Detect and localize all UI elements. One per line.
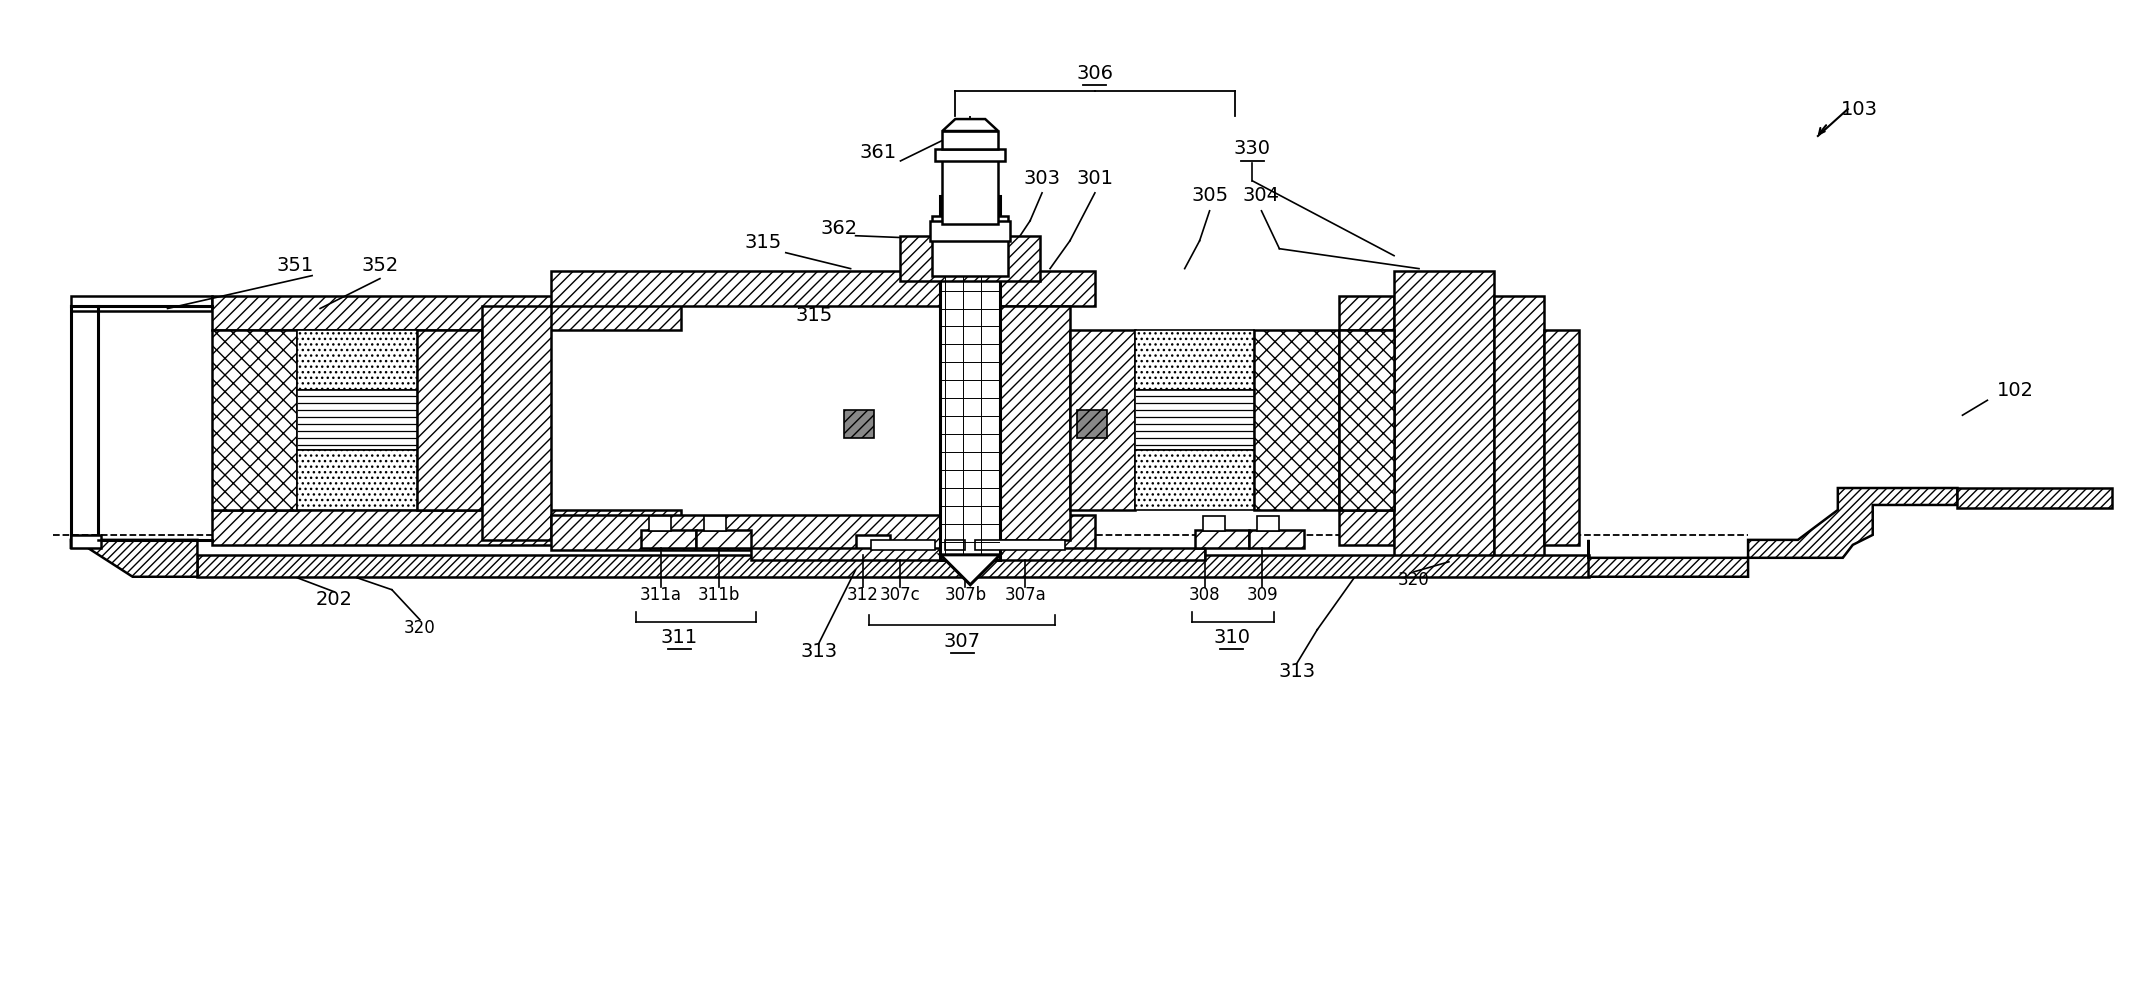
Bar — [642, 530, 695, 548]
Text: 305: 305 — [1192, 187, 1228, 206]
Bar — [1394, 271, 1495, 575]
Bar — [213, 510, 680, 544]
Text: 361: 361 — [859, 143, 898, 162]
Bar — [1254, 330, 1339, 510]
Text: 307b: 307b — [944, 586, 987, 604]
Text: 307c: 307c — [881, 586, 921, 604]
Polygon shape — [70, 539, 198, 577]
Text: 320: 320 — [1399, 571, 1431, 589]
Bar — [855, 535, 891, 555]
Bar — [1077, 410, 1107, 438]
Bar — [695, 530, 750, 548]
Text: 202: 202 — [316, 590, 352, 610]
Bar — [944, 539, 966, 550]
Bar — [750, 548, 1205, 560]
Bar — [213, 295, 680, 330]
Bar — [1070, 330, 1134, 510]
Bar — [1134, 451, 1254, 510]
Text: 303: 303 — [1023, 169, 1060, 189]
Bar — [844, 410, 874, 438]
Bar — [1957, 488, 2113, 508]
Bar — [296, 451, 418, 510]
Bar — [1249, 530, 1305, 548]
Bar — [1258, 516, 1279, 531]
Text: 315: 315 — [795, 306, 831, 325]
Text: 313: 313 — [800, 642, 838, 661]
Text: 315: 315 — [744, 233, 782, 252]
Bar — [940, 196, 1000, 560]
Bar — [1339, 295, 1394, 330]
Text: 320: 320 — [403, 618, 435, 636]
Bar — [704, 516, 727, 531]
Text: 307: 307 — [944, 632, 981, 651]
Text: 102: 102 — [1998, 380, 2034, 400]
Text: 304: 304 — [1243, 187, 1279, 206]
Polygon shape — [942, 120, 998, 131]
Text: 352: 352 — [360, 256, 399, 275]
Polygon shape — [942, 131, 998, 149]
Bar — [296, 330, 418, 390]
Bar — [213, 330, 296, 510]
Text: 301: 301 — [1077, 169, 1113, 189]
Bar — [1495, 295, 1544, 575]
Text: 309: 309 — [1247, 586, 1279, 604]
Bar — [1339, 330, 1394, 510]
Text: 362: 362 — [821, 219, 857, 238]
Bar — [198, 555, 1588, 577]
Bar — [974, 539, 1066, 550]
Bar — [552, 515, 1096, 550]
Bar — [552, 271, 1096, 305]
Bar — [1202, 516, 1224, 531]
Text: 103: 103 — [1842, 100, 1878, 119]
Bar — [1339, 510, 1394, 544]
Bar — [70, 295, 213, 310]
Bar — [1134, 390, 1254, 451]
Bar — [942, 156, 998, 223]
Text: 311: 311 — [661, 628, 697, 647]
Bar — [296, 390, 418, 451]
Bar — [1000, 305, 1070, 539]
Polygon shape — [940, 555, 1000, 585]
Text: 307a: 307a — [1004, 586, 1047, 604]
Text: 311b: 311b — [697, 586, 740, 604]
Bar — [1134, 330, 1254, 390]
Text: 330: 330 — [1234, 139, 1271, 158]
Text: 313: 313 — [1279, 662, 1315, 681]
Bar — [648, 516, 672, 531]
Bar — [932, 215, 1008, 276]
Text: 306: 306 — [1077, 63, 1113, 83]
Bar — [418, 330, 482, 510]
Text: 310: 310 — [1213, 628, 1249, 647]
Bar — [1194, 530, 1249, 548]
Bar — [870, 539, 936, 550]
Text: 311a: 311a — [640, 586, 682, 604]
Bar — [1544, 330, 1578, 544]
Bar — [930, 220, 1011, 241]
Bar — [936, 149, 1004, 161]
Text: 351: 351 — [277, 256, 313, 275]
Text: 308: 308 — [1190, 586, 1220, 604]
Bar — [482, 305, 552, 539]
Bar — [70, 535, 100, 548]
Polygon shape — [1588, 488, 1957, 577]
Bar — [900, 236, 1040, 281]
Text: 312: 312 — [846, 586, 878, 604]
